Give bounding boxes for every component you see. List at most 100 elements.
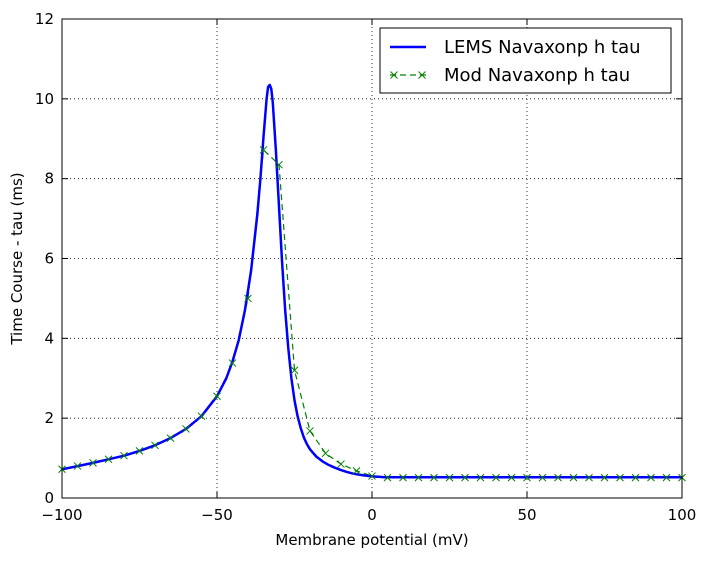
data-point-mod <box>213 392 221 401</box>
data-point-mod <box>616 473 624 482</box>
data-point-mod <box>538 473 547 482</box>
marker-stroke <box>647 473 655 482</box>
legend-marker-stroke <box>418 71 426 79</box>
data-point-mod <box>368 472 376 480</box>
data-point-mod <box>306 427 314 435</box>
data-point-mod <box>120 451 128 460</box>
marker-stroke <box>89 459 97 467</box>
marker-stroke <box>662 473 671 482</box>
y-tick-label: 10 <box>35 90 54 108</box>
data-point-mod <box>73 462 82 470</box>
data-point-mod <box>197 412 206 421</box>
marker-stroke <box>554 473 562 482</box>
data-point-mod <box>476 473 485 482</box>
marker-stroke <box>290 366 299 375</box>
y-axis-label: Time Course - tau (ms) <box>8 172 26 345</box>
marker-stroke <box>414 473 423 482</box>
marker-stroke <box>383 473 392 482</box>
marker-stroke <box>73 462 82 470</box>
data-point-mod <box>647 473 655 482</box>
x-axis-label: Membrane potential (mV) <box>275 531 468 549</box>
data-point-mod <box>523 473 531 482</box>
data-point-mod <box>104 455 113 464</box>
marker-stroke <box>244 294 252 303</box>
data-point-mod <box>89 459 97 467</box>
marker-stroke <box>616 473 624 482</box>
x-tick-label: −100 <box>41 506 82 524</box>
marker-stroke <box>275 160 283 169</box>
marker-stroke <box>151 441 159 450</box>
marker-stroke <box>399 473 407 482</box>
y-tick-label: 0 <box>44 489 54 507</box>
marker-stroke <box>507 473 516 482</box>
data-point-mod <box>321 449 330 458</box>
data-point-mod <box>662 473 671 482</box>
data-point-mod <box>259 146 268 154</box>
y-tick-label: 8 <box>44 170 54 188</box>
data-point-mod <box>554 473 562 482</box>
data-point-mod <box>569 473 578 482</box>
data-point-mod <box>492 473 500 482</box>
data-point-mod <box>507 473 516 482</box>
data-point-mod <box>352 467 361 475</box>
data-point-mod <box>290 366 299 375</box>
marker-stroke <box>135 447 144 455</box>
data-point-mod <box>383 473 392 482</box>
marker-stroke <box>337 460 345 468</box>
marker-stroke <box>213 392 221 401</box>
y-tick-label: 4 <box>44 329 54 347</box>
marker-stroke <box>182 425 190 433</box>
data-point-mod <box>135 447 144 455</box>
marker-stroke <box>104 455 113 464</box>
legend-box <box>379 27 672 94</box>
data-point-mod <box>585 473 593 482</box>
data-point-mod <box>445 473 454 482</box>
data-point-mod <box>228 359 237 367</box>
legend-swatch-mod <box>390 71 426 79</box>
x-tick-label: 100 <box>668 506 697 524</box>
data-point-mod <box>399 473 407 482</box>
data-point-mod <box>414 473 423 482</box>
data-point-mod <box>430 473 438 482</box>
grid <box>62 19 682 498</box>
marker-stroke <box>166 434 175 442</box>
legend-label-mod: Mod Navaxonp h tau <box>444 65 630 86</box>
marker-stroke <box>569 473 578 482</box>
legend-label-lems: LEMS Navaxonp h tau <box>444 37 641 58</box>
marker-stroke <box>492 473 500 482</box>
legend: LEMS Navaxonp h tau Mod Navaxonp h tau <box>379 27 672 94</box>
marker-stroke <box>352 467 361 475</box>
data-point-mod <box>151 441 159 450</box>
data-point-mod <box>631 473 640 482</box>
marker-stroke <box>476 473 485 482</box>
marker-stroke <box>631 473 640 482</box>
marker-stroke <box>306 427 314 435</box>
marker-stroke <box>430 473 438 482</box>
marker-stroke <box>461 473 469 482</box>
marker-stroke <box>523 473 531 482</box>
marker-stroke <box>120 451 128 460</box>
marker-stroke <box>321 449 330 458</box>
marker-stroke <box>228 359 237 367</box>
axis-ticks: −100 −50 0 50 100 0 2 4 6 8 10 12 <box>35 10 696 524</box>
marker-stroke <box>368 472 376 480</box>
x-tick-label: 0 <box>367 506 377 524</box>
data-point-mod <box>600 473 609 482</box>
x-tick-label: 50 <box>517 506 536 524</box>
y-tick-label: 12 <box>35 10 54 28</box>
data-point-mod <box>275 160 283 169</box>
data-point-mod <box>337 460 345 468</box>
marker-stroke <box>585 473 593 482</box>
data-point-mod <box>461 473 469 482</box>
legend-marker-stroke <box>390 71 398 79</box>
marker-stroke <box>538 473 547 482</box>
data-point-mod <box>182 425 190 433</box>
data-point-mod <box>244 294 252 303</box>
y-tick-label: 2 <box>44 409 54 427</box>
x-tick-label: −50 <box>201 506 233 524</box>
y-tick-label: 6 <box>44 250 54 268</box>
marker-stroke <box>600 473 609 482</box>
marker-stroke <box>197 412 206 421</box>
data-point-mod <box>166 434 175 442</box>
